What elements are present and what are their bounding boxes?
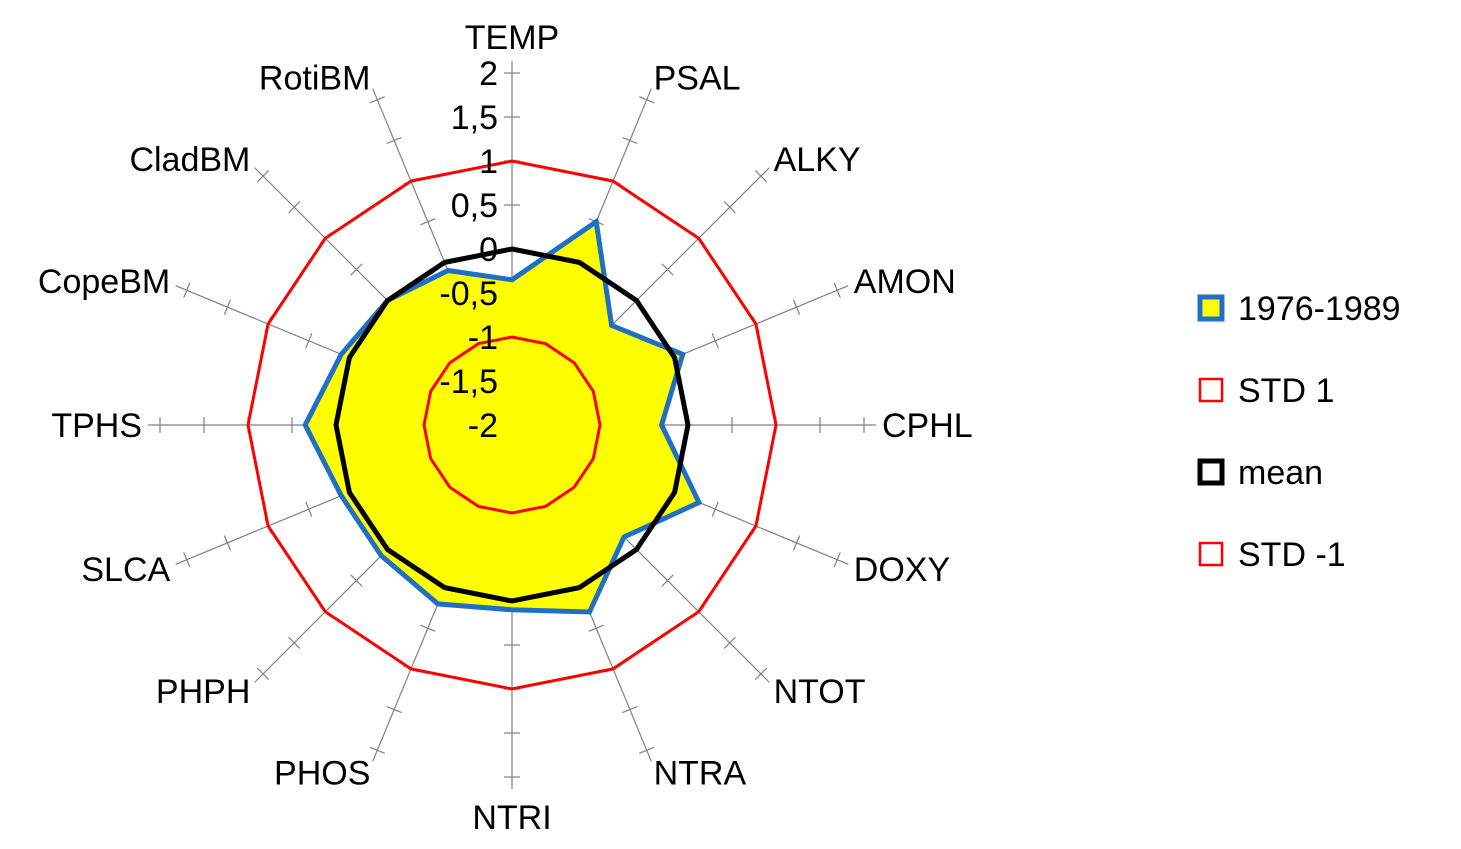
- legend-label: mean: [1238, 454, 1323, 492]
- category-label-cladbm: CladBM: [129, 141, 250, 179]
- series-1976-1989: [302, 217, 703, 615]
- legend-swatch: [1197, 294, 1225, 322]
- series-std-1: [422, 335, 602, 515]
- axis-tick: [792, 535, 801, 551]
- category-label-ntri: NTRI: [472, 799, 551, 837]
- series-mean: [333, 246, 691, 604]
- axis-tick: [754, 170, 767, 183]
- tick-label: 0: [479, 231, 498, 269]
- axis-tick: [223, 535, 232, 551]
- axis-tick: [183, 552, 191, 568]
- category-label-phos: PHOS: [274, 754, 370, 792]
- axis-tick: [288, 201, 301, 214]
- category-label-cphl: CPHL: [882, 407, 973, 445]
- radial-tick-labels: 2 1,5 1 0,5 0 -0,5 -1 -1,5 -2: [439, 55, 498, 445]
- tick-label: -2: [468, 407, 498, 445]
- axis-tick: [792, 299, 801, 315]
- legend-label: STD -1: [1238, 536, 1346, 574]
- category-label-alky: ALKY: [774, 141, 861, 179]
- tick-label: 1,5: [451, 99, 498, 137]
- axis-tick: [420, 624, 436, 632]
- legend-swatch: [1198, 541, 1224, 567]
- axis-tick: [639, 96, 655, 104]
- axis-tick: [257, 667, 270, 680]
- legend-label: 1976-1989: [1238, 290, 1401, 328]
- category-label-ntra: NTRA: [654, 754, 747, 792]
- legend: 1976-1989 STD 1 mean STD -1: [1197, 290, 1401, 574]
- axis-tick: [369, 746, 385, 754]
- tick-label: 0,5: [451, 187, 498, 225]
- tick-label: -1,5: [439, 363, 498, 401]
- axis-tick: [661, 263, 674, 276]
- axis-tick: [622, 705, 638, 714]
- axis-tick: [369, 96, 385, 104]
- category-label-temp: TEMP: [465, 19, 559, 57]
- legend-swatch: [1198, 377, 1224, 403]
- category-label-copebm: CopeBM: [38, 263, 170, 301]
- axis-tick: [305, 501, 313, 517]
- category-label-psal: PSAL: [654, 60, 741, 98]
- axis-tick: [723, 636, 736, 649]
- tick-label: -1: [468, 319, 498, 357]
- category-label-rotibm: RotiBM: [259, 60, 370, 98]
- axis-tick: [723, 201, 736, 214]
- axis-tick: [386, 705, 402, 714]
- axis-tick: [622, 136, 638, 145]
- axis-tick: [588, 624, 604, 632]
- legend-swatch: [1197, 458, 1225, 486]
- axis-tick: [420, 218, 436, 226]
- axis-tick: [305, 333, 313, 349]
- series-std-1: [246, 159, 778, 691]
- legend-label: STD 1: [1238, 372, 1334, 410]
- radar-series: [246, 159, 778, 691]
- tick-label: 2: [479, 55, 498, 93]
- category-label-slca: SLCA: [81, 551, 170, 589]
- axis-tick: [754, 667, 767, 680]
- axis-tick: [386, 136, 402, 145]
- axis-tick: [257, 170, 270, 183]
- category-label-phph: PHPH: [156, 673, 250, 711]
- tick-label: 1: [479, 143, 498, 181]
- category-label-tphs: TPHS: [51, 407, 142, 445]
- category-label-doxy: DOXY: [854, 551, 950, 589]
- axis-tick: [350, 574, 363, 587]
- category-label-amon: AMON: [854, 263, 956, 301]
- axis-tick: [833, 282, 841, 298]
- tick-label: -0,5: [439, 275, 498, 313]
- category-labels: TEMP PSAL ALKY AMON CPHL DOXY NTOT NTRA NTRI PHOS…: [38, 19, 973, 837]
- axis-tick: [183, 282, 191, 298]
- axis-tick: [288, 636, 301, 649]
- axis-tick: [711, 333, 719, 349]
- axis-tick: [639, 746, 655, 754]
- axis-tick: [833, 552, 841, 568]
- axis-tick: [661, 574, 674, 587]
- category-label-ntot: NTOT: [774, 673, 866, 711]
- axis-tick: [350, 263, 363, 276]
- axis-tick: [711, 501, 719, 517]
- axis-tick: [223, 299, 232, 315]
